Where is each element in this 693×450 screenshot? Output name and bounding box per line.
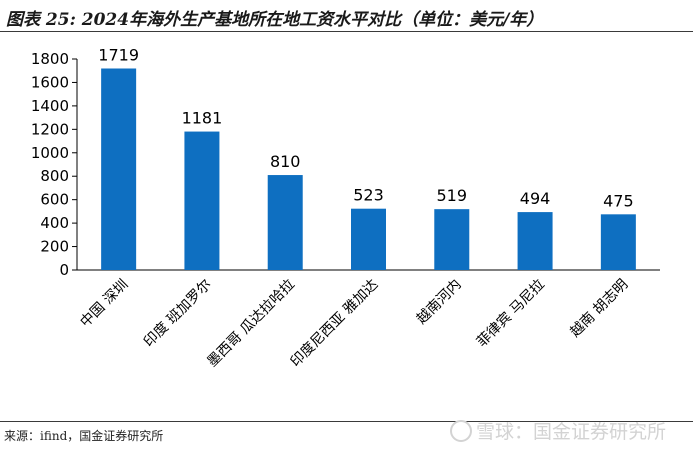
data-label: 1719 — [98, 45, 139, 64]
y-tick-label: 1800 — [31, 50, 69, 68]
data-label: 519 — [437, 186, 468, 205]
y-axis: 0 200 400 600 800 1000 1200 1400 1600 1800 — [31, 50, 660, 279]
y-tick-label: 0 — [59, 261, 69, 279]
category-label: 墨西哥 瓜达拉哈拉 — [204, 277, 298, 371]
data-label: 475 — [603, 191, 634, 210]
y-tick-label: 1200 — [31, 120, 69, 138]
data-label: 810 — [270, 152, 301, 171]
bar-chart: 0 200 400 600 800 1000 1200 1400 1600 1800 1719 11… — [31, 45, 660, 371]
y-tick-label: 200 — [40, 238, 69, 256]
bar — [517, 212, 553, 270]
source-divider — [0, 421, 693, 422]
bar — [267, 175, 303, 270]
y-tick-label: 1400 — [31, 97, 69, 115]
category-label: 印度尼西亚 雅加达 — [288, 277, 382, 371]
title-divider — [0, 31, 693, 32]
data-label: 523 — [353, 186, 384, 205]
category-label: 越南河内 — [414, 277, 465, 328]
category-label: 越南 胡志明 — [567, 277, 631, 341]
bars — [101, 68, 636, 271]
bar — [184, 131, 220, 270]
y-tick-label: 600 — [40, 191, 69, 209]
bar — [600, 214, 636, 270]
bar — [434, 209, 470, 270]
y-tick-label: 1000 — [31, 144, 69, 162]
source-note: 来源：ifind，国金证券研究所 — [4, 429, 164, 443]
bar — [101, 68, 137, 271]
watermark: 雪球：国金证券研究所 — [450, 417, 666, 444]
category-label: 中国 深圳 — [77, 277, 131, 331]
category-label: 印度 班加罗尔 — [141, 277, 215, 351]
y-tick-label: 1600 — [31, 73, 69, 91]
snowball-logo-icon — [450, 420, 472, 442]
category-label: 菲律宾 马尼拉 — [474, 277, 548, 351]
y-tick-label: 400 — [40, 214, 69, 232]
chart-title: 图表 25: 2024年海外生产基地所在地工资水平对比（单位：美元/年） — [6, 10, 544, 30]
y-tick-label: 800 — [40, 167, 69, 185]
watermark-text: 雪球：国金证券研究所 — [476, 421, 667, 443]
data-label: 1181 — [182, 109, 223, 128]
data-label: 494 — [520, 189, 551, 208]
data-labels: 1719 1181 810 523 519 494 475 — [98, 45, 633, 210]
bar — [351, 208, 386, 270]
